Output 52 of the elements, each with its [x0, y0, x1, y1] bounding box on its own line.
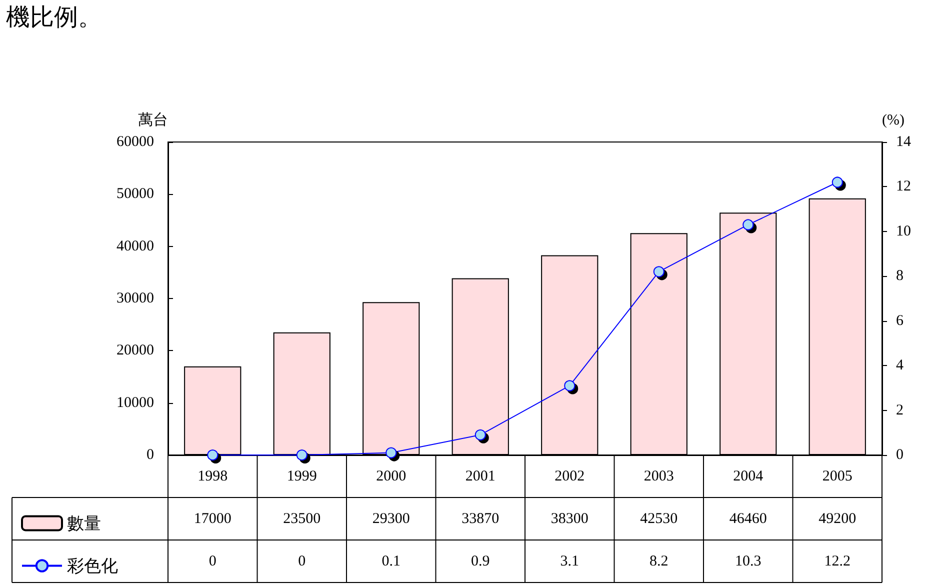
- data-label: 12.2: [824, 553, 850, 570]
- data-label: 8.2: [650, 553, 668, 570]
- x-tick-label: 2005: [822, 468, 852, 484]
- x-tick-label: 2000: [376, 468, 406, 484]
- data-label: 0.1: [382, 553, 400, 570]
- y-tick-label: 40000: [116, 238, 154, 254]
- y-tick-label: 20000: [116, 342, 154, 359]
- y-tick-label: 60000: [116, 134, 154, 150]
- data-label: 38300: [550, 510, 588, 527]
- point: [653, 266, 664, 278]
- y2-tick-label: 10: [896, 223, 911, 240]
- y2-tick-label: 14: [896, 134, 912, 150]
- y2-axis-title: (%): [882, 112, 904, 128]
- data-label: 3.1: [560, 553, 579, 570]
- data-label: 0.9: [471, 553, 490, 570]
- data-label: 0: [208, 553, 216, 570]
- x-tick-label: 2001: [465, 468, 496, 484]
- data-label: 46460: [729, 510, 767, 527]
- y2-tick-label: 8: [896, 268, 904, 284]
- data-label: 10.3: [735, 553, 762, 570]
- y-axis-title: 萬台: [138, 112, 168, 128]
- data-label: 29300: [372, 510, 410, 527]
- point: [386, 447, 397, 458]
- x-tick-label: 1999: [286, 468, 317, 484]
- y2-tick-label: 2: [896, 402, 904, 418]
- y2-tick-label: 12: [896, 178, 911, 195]
- data-label: 23500: [283, 510, 321, 527]
- y2-tick-label: 4: [896, 358, 904, 374]
- y-tick-label: 10000: [116, 394, 154, 411]
- data-label: 49200: [818, 510, 856, 527]
- x-tick-label: 2003: [644, 468, 674, 484]
- point: [742, 219, 754, 230]
- data-label: 17000: [194, 510, 232, 527]
- point: [564, 380, 576, 392]
- data-label: 0: [298, 553, 306, 570]
- x-tick-label: 2004: [733, 468, 764, 484]
- x-tick-label: 2002: [554, 468, 585, 484]
- point: [474, 429, 486, 440]
- point: [296, 450, 308, 460]
- point: [832, 176, 843, 188]
- legend-label: 數量: [67, 514, 101, 533]
- x-tick-label: 1998: [198, 468, 228, 484]
- point: [207, 450, 218, 460]
- data-label: 42530: [640, 510, 678, 527]
- y-tick-label: 30000: [116, 290, 154, 306]
- data-label: 33870: [462, 510, 500, 527]
- y2-tick-label: 6: [896, 312, 904, 329]
- y-tick-label: 50000: [116, 186, 154, 202]
- legend-label: 彩色化: [67, 556, 118, 576]
- text: 機比例。: [6, 5, 102, 31]
- y2-tick-label: 0: [896, 447, 904, 463]
- y-tick-label: 0: [146, 447, 154, 463]
